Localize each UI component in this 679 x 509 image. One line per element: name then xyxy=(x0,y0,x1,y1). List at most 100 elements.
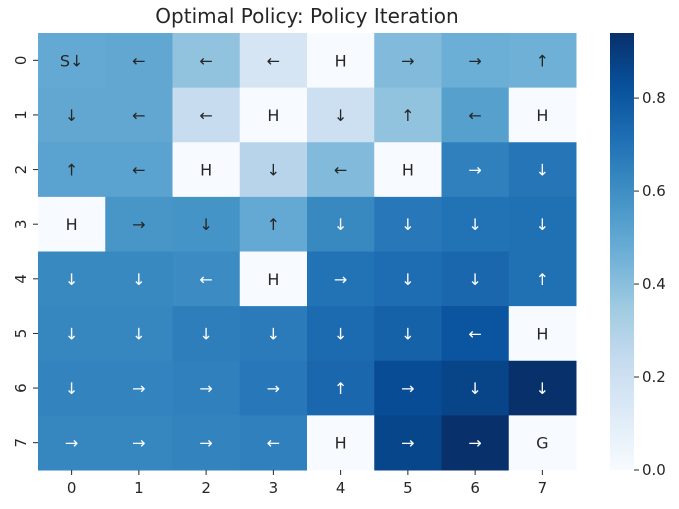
heatmap-cell-2-4 xyxy=(307,142,375,198)
heatmap-cell-2-5 xyxy=(374,142,442,198)
heatmap-cell-2-6 xyxy=(441,142,510,198)
heatmap-cell-7-5 xyxy=(374,415,442,471)
cell-label-5-2: ↓ xyxy=(199,324,212,343)
x-tick-label-0: 0 xyxy=(67,479,77,497)
x-tick-label-3: 3 xyxy=(269,479,279,497)
cell-label-1-7: H xyxy=(536,106,548,125)
heatmap-cell-5-5 xyxy=(374,306,442,362)
cell-label-0-3: ← xyxy=(267,51,280,70)
cell-label-6-3: → xyxy=(267,379,280,398)
heatmap-cell-3-7 xyxy=(508,196,577,252)
cell-label-5-4: ↓ xyxy=(334,324,347,343)
cell-label-6-4: ↑ xyxy=(334,379,347,398)
cell-label-4-1: ↓ xyxy=(132,270,145,289)
heatmap-cell-0-4 xyxy=(307,33,375,89)
heatmap-cell-6-0 xyxy=(38,360,106,416)
cell-label-3-2: ↓ xyxy=(199,215,212,234)
heatmap-cell-7-4 xyxy=(307,415,375,471)
heatmap-cell-6-2 xyxy=(172,360,241,416)
cell-label-0-1: ← xyxy=(132,51,145,70)
heatmap-cell-3-5 xyxy=(374,196,442,252)
heatmap-cell-5-1 xyxy=(105,306,173,362)
y-tick-label-1: 1 xyxy=(12,110,30,120)
cell-label-5-5: ↓ xyxy=(401,324,414,343)
heatmap-cell-6-6 xyxy=(441,360,510,416)
heatmap-cell-4-2 xyxy=(172,251,241,307)
heatmap-cell-7-3 xyxy=(239,415,308,471)
heatmap-cell-5-2 xyxy=(172,306,241,362)
cell-label-4-4: → xyxy=(334,270,347,289)
heatmap-cell-7-7 xyxy=(508,415,577,471)
cell-label-5-7: H xyxy=(536,324,548,343)
cell-label-1-4: ↓ xyxy=(334,106,347,125)
chart-title: Optimal Policy: Policy Iteration xyxy=(155,4,458,28)
y-tick-label-7: 7 xyxy=(12,438,30,448)
heatmap-cell-1-3 xyxy=(239,87,308,143)
colorbar-gradient xyxy=(610,33,634,470)
heatmap-cell-2-3 xyxy=(239,142,308,198)
heatmap-cell-2-2 xyxy=(172,142,241,198)
cell-label-6-2: → xyxy=(199,379,212,398)
cell-label-7-1: → xyxy=(132,434,145,453)
colorbar-tick-label-0: 0.0 xyxy=(642,461,666,479)
cell-label-3-5: ↓ xyxy=(401,215,414,234)
heatmap-cell-5-4 xyxy=(307,306,375,362)
cell-label-0-2: ← xyxy=(199,51,212,70)
y-tick-label-0: 0 xyxy=(12,56,30,66)
cell-label-0-7: ↑ xyxy=(536,51,549,70)
cell-label-2-4: ← xyxy=(334,161,347,180)
heatmap-cell-3-4 xyxy=(307,196,375,252)
heatmap-cell-7-1 xyxy=(105,415,173,471)
heatmap-cell-5-0 xyxy=(38,306,106,362)
cell-label-6-7: ↓ xyxy=(536,379,549,398)
cell-label-2-0: ↑ xyxy=(65,161,78,180)
heatmap-cell-4-7 xyxy=(508,251,577,307)
heatmap-cell-2-0 xyxy=(38,142,106,198)
colorbar-tick-label-1: 0.2 xyxy=(642,368,666,386)
cell-label-3-6: ↓ xyxy=(468,215,481,234)
heatmap-cell-6-7 xyxy=(508,360,577,416)
heatmap-cell-1-1 xyxy=(105,87,173,143)
cell-label-3-3: ↑ xyxy=(267,215,280,234)
y-tick-label-2: 2 xyxy=(12,165,30,175)
cell-label-5-3: ↓ xyxy=(267,324,280,343)
heatmap-cell-3-2 xyxy=(172,196,241,252)
heatmap-cell-0-7 xyxy=(508,33,577,89)
cell-label-7-0: → xyxy=(65,434,78,453)
colorbar-tick-label-2: 0.4 xyxy=(642,275,666,293)
cell-label-1-6: ← xyxy=(468,106,481,125)
heatmap-cell-0-5 xyxy=(374,33,442,89)
y-tick-label-3: 3 xyxy=(12,219,30,229)
heatmap-cell-1-7 xyxy=(508,87,577,143)
cell-label-7-5: → xyxy=(401,434,414,453)
cell-label-7-3: ← xyxy=(267,434,280,453)
heatmap-cell-0-6 xyxy=(441,33,510,89)
x-tick-label-2: 2 xyxy=(201,479,211,497)
heatmap-cell-4-6 xyxy=(441,251,510,307)
cell-label-6-1: → xyxy=(132,379,145,398)
heatmap-cell-3-6 xyxy=(441,196,510,252)
cell-label-2-2: H xyxy=(200,161,212,180)
cell-label-0-0: S↓ xyxy=(60,51,84,70)
cell-label-6-6: ↓ xyxy=(468,379,481,398)
cell-label-1-1: ← xyxy=(132,106,145,125)
x-tick-label-7: 7 xyxy=(538,479,548,497)
cell-label-0-6: → xyxy=(468,51,481,70)
y-tick-label-4: 4 xyxy=(12,274,30,284)
y-tick-label-5: 5 xyxy=(12,329,30,339)
heatmap-cell-7-2 xyxy=(172,415,241,471)
heatmap-cell-7-6 xyxy=(441,415,510,471)
heatmap-cell-4-4 xyxy=(307,251,375,307)
x-tick-label-4: 4 xyxy=(336,479,346,497)
cell-label-2-5: H xyxy=(402,161,414,180)
heatmap-cell-4-5 xyxy=(374,251,442,307)
heatmap-cell-6-5 xyxy=(374,360,442,416)
x-tick-label-1: 1 xyxy=(134,479,144,497)
heatmap-cell-2-7 xyxy=(508,142,577,198)
cell-label-0-4: H xyxy=(335,51,347,70)
heatmap-cell-4-3 xyxy=(239,251,308,307)
cell-label-4-0: ↓ xyxy=(65,270,78,289)
y-tick-label-6: 6 xyxy=(12,383,30,393)
heatmap-cell-7-0 xyxy=(38,415,106,471)
heatmap-cell-4-1 xyxy=(105,251,173,307)
